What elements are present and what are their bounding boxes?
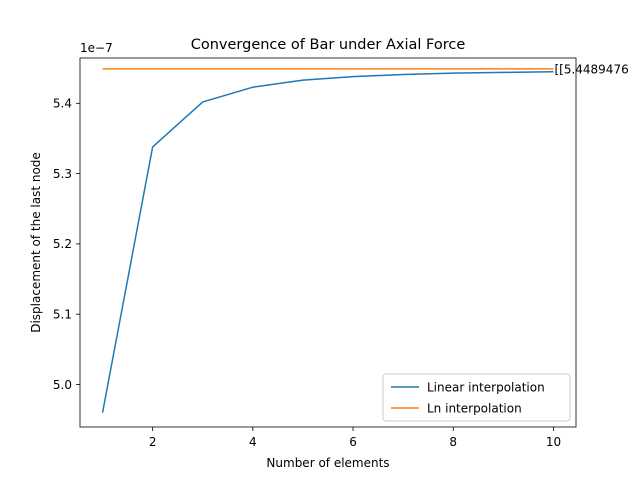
legend-box bbox=[382, 373, 571, 422]
x-tick-label: 10 bbox=[546, 435, 561, 449]
x-tick-label: 6 bbox=[349, 435, 357, 449]
legend-entry: Ln interpolation bbox=[427, 401, 522, 415]
chart-title: Convergence of Bar under Axial Force bbox=[191, 37, 466, 53]
legend-entry: Linear interpolation bbox=[427, 380, 545, 394]
x-tick-label: 4 bbox=[249, 435, 257, 449]
x-tick-label: 8 bbox=[449, 435, 457, 449]
y-tick-label: 5.0 bbox=[53, 378, 72, 392]
y-tick-label: 5.2 bbox=[53, 237, 72, 251]
y-axis-label: Displacement of the last node bbox=[29, 152, 43, 333]
series-line-0 bbox=[101, 70, 554, 413]
x-tick-label: 2 bbox=[149, 435, 157, 449]
y-tick-label: 5.3 bbox=[53, 167, 72, 181]
y-offset-label: 1e−7 bbox=[80, 41, 113, 55]
annotation-text: [[5.4489476 bbox=[554, 62, 628, 76]
axes-frame bbox=[79, 57, 577, 428]
x-axis-label: Number of elements bbox=[266, 456, 389, 470]
y-tick-label: 5.1 bbox=[53, 307, 72, 321]
y-tick-label: 5.4 bbox=[53, 97, 72, 111]
